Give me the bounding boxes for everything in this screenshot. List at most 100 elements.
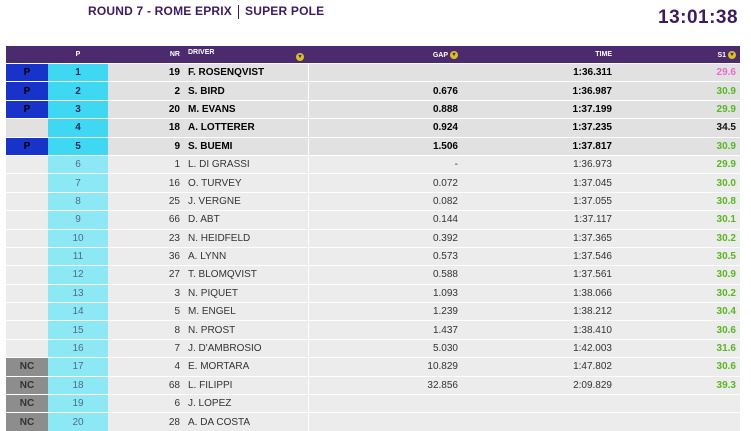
s1-cell: 30.5 <box>616 246 740 266</box>
number-cell: 20 <box>108 99 184 119</box>
status-cell <box>6 228 48 248</box>
gap-cell: 0.392 <box>308 228 462 248</box>
driver-cell: L. FILIPPI <box>184 375 309 395</box>
status-cell <box>6 118 48 138</box>
table-row[interactable]: NC 20 28 A. DA COSTA <box>6 412 740 431</box>
position-cell: 8 <box>48 191 108 211</box>
driver-cell: S. BUEMI <box>184 136 309 156</box>
gap-cell: 0.588 <box>308 265 462 285</box>
table-row[interactable]: 12 27 T. BLOMQVIST 0.588 1:37.561 30.9 <box>6 265 740 285</box>
time-cell: 1:37.817 <box>462 136 616 156</box>
driver-cell: N. HEIDFELD <box>184 228 309 248</box>
table-row[interactable]: NC 17 4 E. MORTARA 10.829 1:47.802 30.6 <box>6 357 740 377</box>
time-cell: 1:36.973 <box>462 154 616 174</box>
sort-chevron-icon[interactable]: ▾ <box>450 50 458 59</box>
gap-cell: 0.072 <box>308 173 462 193</box>
title-separator <box>238 4 240 19</box>
gap-cell: 5.030 <box>308 338 462 358</box>
position-cell: 17 <box>48 357 108 377</box>
gap-cell: 0.082 <box>308 191 462 211</box>
table-row[interactable]: 15 8 N. PROST 1.437 1:38.410 30.6 <box>6 320 740 340</box>
status-cell: P <box>6 62 48 82</box>
s1-cell: 30.6 <box>616 320 740 340</box>
table-row[interactable]: 10 23 N. HEIDFELD 0.392 1:37.365 30.2 <box>6 228 740 248</box>
table-row[interactable]: 16 7 J. D'AMBROSIO 5.030 1:42.003 31.6 <box>6 338 740 358</box>
position-cell: 5 <box>48 136 108 156</box>
table-row[interactable]: P 2 2 S. BIRD 0.676 1:36.987 30.9 <box>6 81 740 101</box>
driver-cell: F. ROSENQVIST <box>184 62 309 82</box>
driver-cell: L. DI GRASSI <box>184 154 309 174</box>
time-cell: 1:37.365 <box>462 228 616 248</box>
number-cell: 1 <box>108 154 184 174</box>
gap-cell: 1.239 <box>308 302 462 321</box>
position-cell: 10 <box>48 228 108 248</box>
session-clock: 13:01:38 <box>658 7 739 28</box>
s1-cell: 30.2 <box>616 283 740 303</box>
position-cell: 14 <box>48 302 108 321</box>
status-cell <box>6 154 48 174</box>
sort-chevron-icon[interactable]: ▾ <box>296 52 304 61</box>
gap-cell <box>308 394 462 413</box>
table-row[interactable]: 13 3 N. PIQUET 1.093 1:38.066 30.2 <box>6 283 740 303</box>
status-cell <box>6 320 48 340</box>
driver-cell: N. PROST <box>184 320 309 340</box>
table-row[interactable]: P 1 19 F. ROSENQVIST 1:36.311 29.6 <box>6 62 740 82</box>
gap-cell: 0.676 <box>308 81 462 101</box>
table-row[interactable]: 14 5 M. ENGEL 1.239 1:38.212 30.4 <box>6 302 740 321</box>
number-cell: 5 <box>108 302 184 321</box>
table-row[interactable]: 9 66 D. ABT 0.144 1:37.117 30.1 <box>6 210 740 230</box>
number-cell: 3 <box>108 283 184 303</box>
s1-cell <box>616 394 740 413</box>
driver-cell: E. MORTARA <box>184 357 309 377</box>
col-s1[interactable]: S1 ▾ <box>616 46 740 64</box>
table-row[interactable]: NC 18 68 L. FILIPPI 32.856 2:09.829 39.3 <box>6 375 740 395</box>
table-row[interactable]: 4 18 A. LOTTERER 0.924 1:37.235 34.5 <box>6 118 740 138</box>
col-driver[interactable]: DRIVER ▾ <box>184 46 308 64</box>
table-row[interactable]: NC 19 6 J. LOPEZ <box>6 394 740 413</box>
position-cell: 6 <box>48 154 108 174</box>
position-cell: 1 <box>48 62 108 82</box>
table-row[interactable]: P 5 9 S. BUEMI 1.506 1:37.817 30.9 <box>6 136 740 156</box>
table-row[interactable]: 7 16 O. TURVEY 0.072 1:37.045 30.0 <box>6 173 740 193</box>
driver-cell: A. LYNN <box>184 246 309 266</box>
status-cell <box>6 191 48 211</box>
time-cell: 1:36.987 <box>462 81 616 101</box>
status-cell <box>6 265 48 285</box>
position-cell: 2 <box>48 81 108 101</box>
s1-cell: 30.9 <box>616 265 740 285</box>
gap-cell: 1.437 <box>308 320 462 340</box>
col-gap[interactable]: GAP ▾ <box>308 46 462 64</box>
sort-chevron-icon[interactable]: ▾ <box>728 50 736 59</box>
driver-cell: M. EVANS <box>184 99 309 119</box>
gap-cell: 10.829 <box>308 357 462 377</box>
table-row[interactable]: 11 36 A. LYNN 0.573 1:37.546 30.5 <box>6 246 740 266</box>
driver-cell: T. BLOMQVIST <box>184 265 309 285</box>
table-row[interactable]: P 3 20 M. EVANS 0.888 1:37.199 29.9 <box>6 99 740 119</box>
s1-cell: 29.9 <box>616 154 740 174</box>
status-cell: P <box>6 136 48 156</box>
position-cell: 9 <box>48 210 108 230</box>
time-cell: 2:09.829 <box>462 375 616 395</box>
col-time[interactable]: TIME <box>462 46 616 64</box>
gap-cell: 1.093 <box>308 283 462 303</box>
position-cell: 13 <box>48 283 108 303</box>
s1-cell: 30.9 <box>616 81 740 101</box>
time-cell: 1:36.311 <box>462 62 616 82</box>
position-cell: 18 <box>48 375 108 395</box>
status-cell: P <box>6 99 48 119</box>
number-cell: 28 <box>108 412 184 431</box>
status-cell <box>6 246 48 266</box>
col-driver-label: DRIVER <box>188 48 215 56</box>
gap-cell: 32.856 <box>308 375 462 395</box>
time-cell: 1:37.117 <box>462 210 616 230</box>
status-cell: NC <box>6 412 48 431</box>
col-number[interactable]: NR <box>108 46 184 64</box>
driver-cell: J. VERGNE <box>184 191 309 211</box>
gap-cell <box>308 412 462 431</box>
gap-cell: 0.573 <box>308 246 462 266</box>
table-row[interactable]: 6 1 L. DI GRASSI -1:36.973 29.9 <box>6 154 740 174</box>
table-row[interactable]: 8 25 J. VERGNE 0.082 1:37.055 30.8 <box>6 191 740 211</box>
s1-cell: 30.0 <box>616 173 740 193</box>
number-cell: 9 <box>108 136 184 156</box>
col-position[interactable]: P <box>48 46 108 64</box>
